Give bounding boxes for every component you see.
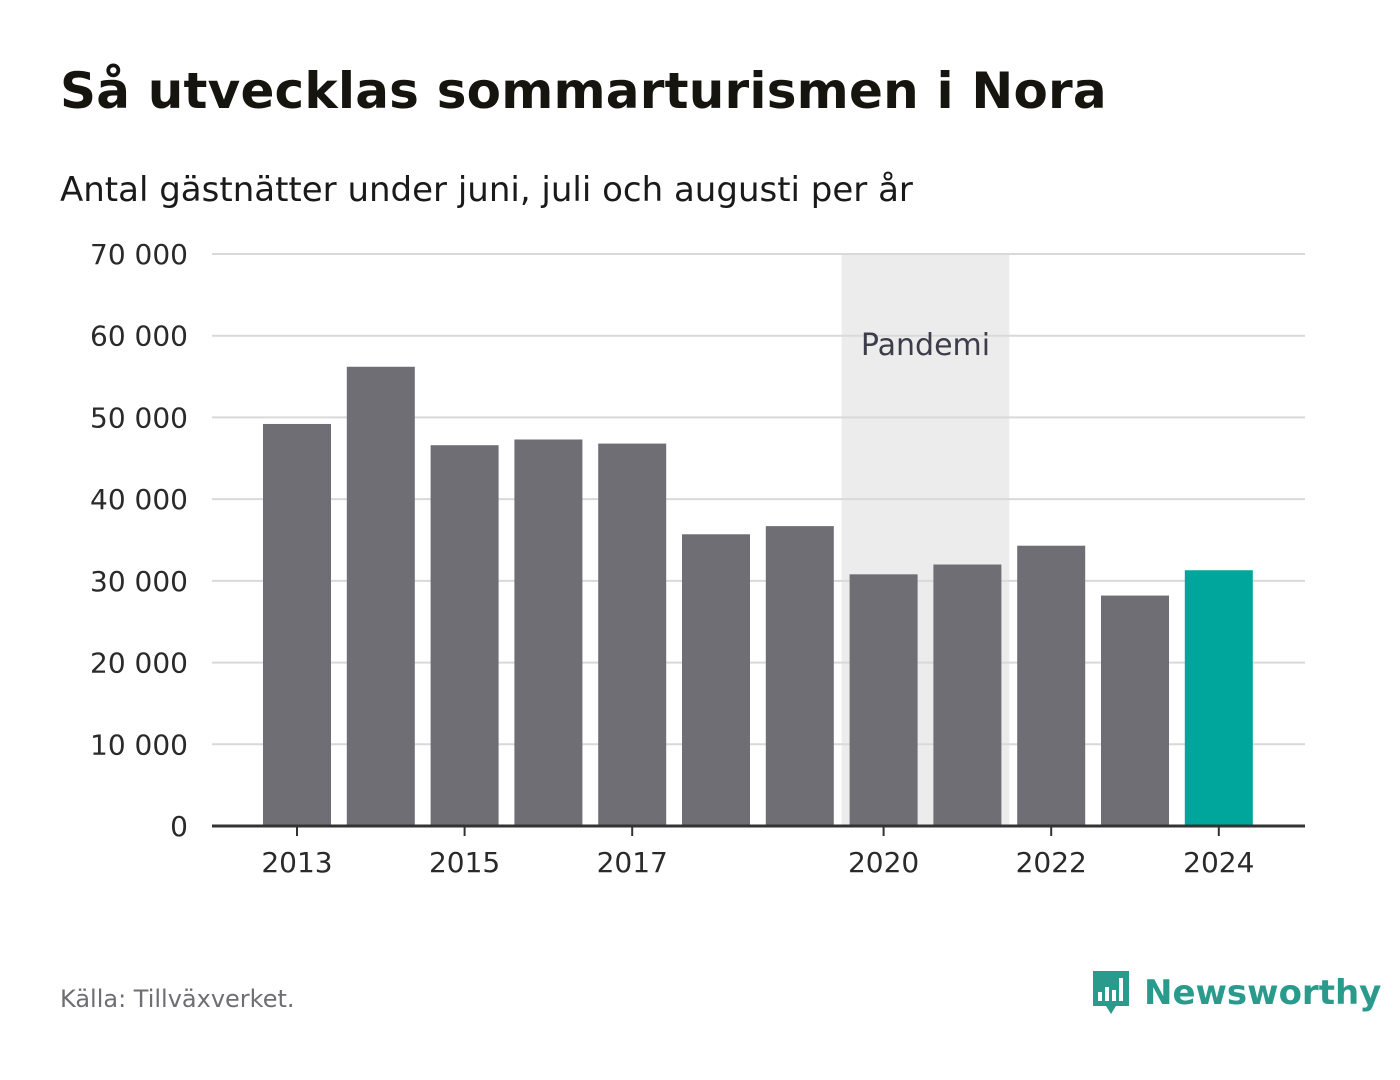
bar-2023: [1101, 595, 1169, 826]
y-tick-label: 0: [170, 810, 188, 843]
y-tick-label: 40 000: [90, 483, 188, 516]
pandemic-label: Pandemi: [861, 328, 990, 363]
y-tick-label: 70 000: [90, 238, 188, 271]
bar-2022: [1017, 545, 1086, 826]
x-tick-label: 2020: [848, 846, 919, 879]
x-tick-label: 2022: [1016, 846, 1087, 879]
source-note: Källa: Tillväxverket.: [60, 985, 295, 1013]
x-tick-label: 2024: [1183, 846, 1254, 879]
bar-2017: [598, 443, 667, 826]
y-tick-label: 20 000: [90, 647, 188, 680]
y-tick-label: 30 000: [90, 565, 188, 598]
bar-2024: [1184, 570, 1253, 826]
y-tick-label: 60 000: [90, 320, 188, 353]
bar-2019: [765, 526, 834, 826]
newsworthy-logo: Newsworthy: [1090, 968, 1381, 1018]
bar-2020: [849, 574, 918, 826]
brand-name: Newsworthy: [1144, 973, 1382, 1013]
bar-2016: [514, 439, 583, 826]
x-tick-label: 2015: [429, 846, 500, 879]
bar-2015: [430, 445, 499, 826]
bar-2013: [263, 423, 331, 826]
y-tick-label: 50 000: [90, 401, 188, 434]
bar-2014: [346, 366, 415, 826]
chart-subtitle: Antal gästnätter under juni, juli och au…: [60, 170, 913, 210]
x-tick-label: 2017: [597, 846, 668, 879]
page-title: Så utvecklas sommarturismen i Nora: [60, 62, 1107, 120]
bar-2018: [682, 534, 750, 826]
newsworthy-icon: [1093, 971, 1129, 1014]
y-tick-label: 10 000: [90, 728, 188, 761]
x-tick-label: 2013: [261, 846, 332, 879]
bar-2021: [933, 564, 1002, 826]
